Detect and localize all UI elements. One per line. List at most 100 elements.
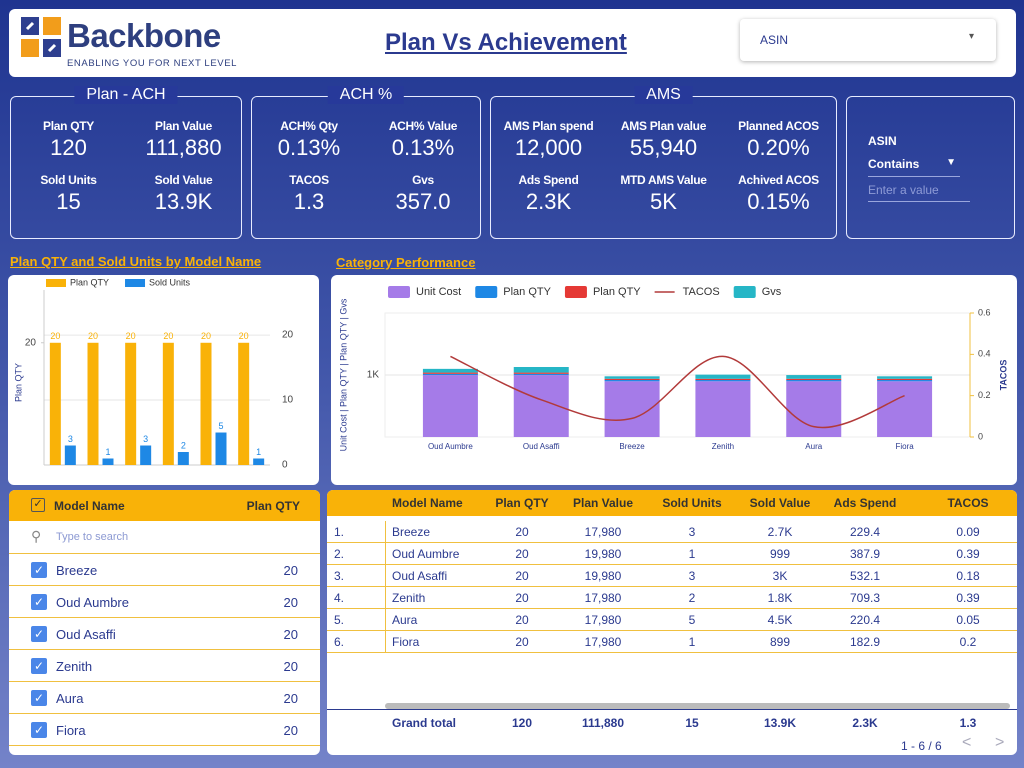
table-row: 3. Oud Asaffi 20 19,980 3 3K 532.1 0.18 (327, 565, 1017, 587)
kpi-label: Gvs (412, 173, 434, 187)
data-label: 20 (126, 331, 136, 341)
column-header[interactable]: Sold Value (749, 496, 811, 510)
kpi-label: Sold Value (154, 173, 213, 187)
data-table: < > Model Name Plan QTY Plan Value Sold Uni… (327, 490, 1017, 755)
kpi-label: Sold Units (40, 173, 97, 187)
table-cell: 0.18 (956, 569, 980, 583)
table-cell: 3K (772, 569, 788, 583)
item-name: Zenith (56, 659, 93, 674)
kpi-item: AMS Plan spend 12,000 (491, 119, 606, 161)
next-page[interactable]: > (995, 734, 1005, 751)
y-axis-title: Unit Cost | Plan QTY | Plan QTY | Gvs (338, 298, 348, 451)
data-label: 1 (105, 447, 110, 457)
total-cell: 13.9K (763, 716, 797, 730)
bar (49, 342, 61, 465)
kpi-title: Plan - ACH (74, 86, 178, 104)
logo-icon (21, 17, 61, 57)
data-label: 1 (256, 447, 261, 457)
model-filter: ✓ Model Name Plan QTY ⚲ Type to search ✓ Breez… (9, 490, 320, 755)
prev-page[interactable]: < (962, 734, 972, 751)
kpi-item: Plan Value 111,880 (126, 119, 241, 161)
table-row: 6. Fiora 20 17,980 1 899 182.9 0.2 (327, 631, 1017, 653)
row-divider (385, 543, 386, 565)
kpi-item: Ads Spend 2.3K (491, 173, 606, 215)
column-header[interactable]: Model Name (392, 496, 463, 510)
bar-segment (422, 372, 478, 374)
bar (177, 452, 189, 465)
total-row: Grand total 120 111,880 15 13.9K 2.3K 1.3 (327, 714, 1017, 734)
line-series (450, 355, 905, 429)
kpi-item: ACH% Value 0.13% (366, 119, 480, 161)
table-cell: 20 (515, 613, 529, 627)
kpi-title: ACH % (327, 86, 405, 104)
kpi-label: Plan Value (154, 119, 213, 133)
kpi-panel: Plan - ACH Plan QTY 120 Plan Value 111,880 So… (10, 86, 242, 239)
total-divider (327, 709, 1017, 710)
list-item[interactable]: ✓ Oud Asaffi 20 (9, 618, 320, 650)
legend-label: Gvs (762, 286, 782, 298)
item-value: 20 (283, 595, 298, 610)
placeholder: Enter a value (868, 183, 939, 197)
legend-label: Plan QTY (593, 286, 641, 298)
x-tick-label: Oud Asaffi (523, 442, 560, 451)
kpi-label: Ads Spend (518, 173, 579, 187)
kpi-label: Plan QTY (43, 119, 94, 133)
legend-swatch (564, 286, 587, 298)
search-box[interactable]: ⚲ Type to search (9, 521, 320, 554)
bar (125, 342, 137, 465)
column-header[interactable]: Plan Value (572, 496, 634, 510)
item-value: 20 (283, 691, 298, 706)
list-item[interactable]: ✓ Zenith 20 (9, 650, 320, 682)
header: Backbone ENABLING YOU FOR NEXT LEVEL Pla… (9, 9, 1016, 77)
legend-swatch (733, 286, 756, 298)
table-row: 2. Oud Aumbre 20 19,980 1 999 387.9 0.39 (327, 543, 1017, 565)
search-placeholder: Type to search (56, 531, 129, 543)
bar-segment (422, 368, 478, 373)
table-cell: 999 (769, 547, 791, 561)
kpi-label: ACH% Qty (280, 119, 338, 133)
kpi-value: 12,000 (514, 135, 583, 160)
y-tick-label: 1K (367, 370, 380, 381)
data-label: 20 (201, 331, 211, 341)
list-item[interactable]: ✓ Fiora 20 (9, 714, 320, 746)
kpi-value: 357.0 (395, 189, 451, 214)
table-cell: 0.2 (959, 635, 977, 649)
column-header[interactable]: Sold Units (662, 496, 722, 510)
column-header[interactable]: Ads Spend (833, 496, 897, 510)
kpi-grid: ACH% Qty 0.13% ACH% Value 0.13% TACOS 1.3 Gvs 3… (252, 119, 480, 215)
table-cell: 229.4 (849, 525, 881, 539)
row-index: 3. (334, 569, 345, 583)
column-header[interactable]: Plan QTY (495, 496, 549, 510)
column-header[interactable]: TACOS (947, 496, 989, 510)
bar-segment (786, 381, 842, 437)
table-cell: 20 (515, 591, 529, 605)
select-all-checkbox[interactable]: ✓ (31, 498, 45, 512)
kpi-value: 1.3 (293, 189, 325, 214)
bar (253, 458, 265, 465)
bar-segment (513, 367, 569, 373)
filter-input[interactable]: Enter a value (868, 183, 970, 202)
item-value: 20 (283, 723, 298, 738)
item-value: 20 (283, 563, 298, 578)
asin-dropdown[interactable]: ASIN ▾ (740, 19, 996, 61)
scrollbar[interactable] (385, 703, 1010, 709)
kpi-label: ACH% Value (388, 119, 458, 133)
table-header: Model Name Plan QTY Plan Value Sold Units So… (327, 490, 1017, 516)
list-item[interactable]: ✓ Oud Aumbre 20 (9, 586, 320, 618)
y2-tick-label: 10 (282, 395, 294, 406)
table-cell: 1 (688, 547, 696, 561)
row-divider (385, 587, 386, 609)
kpi-panel: ACH % ACH% Qty 0.13% ACH% Value 0.13% TACOS 1.… (251, 86, 481, 239)
table-cell: Oud Aumbre (392, 547, 460, 561)
kpi-value: 55,940 (629, 135, 698, 160)
y-axis-title: Plan QTY (13, 363, 23, 402)
bar-segment (877, 376, 933, 379)
kpi-item: Gvs 357.0 (366, 173, 480, 215)
kpi-label: Achived ACOS (738, 173, 819, 187)
row-index: 6. (334, 635, 345, 649)
list-item[interactable]: ✓ Breeze 20 (9, 554, 320, 586)
bar-segment (695, 378, 751, 381)
list-item[interactable]: ✓ Aura 20 (9, 682, 320, 714)
operator-select[interactable]: Contains ▼ (868, 157, 960, 177)
legend-swatch (475, 286, 498, 298)
